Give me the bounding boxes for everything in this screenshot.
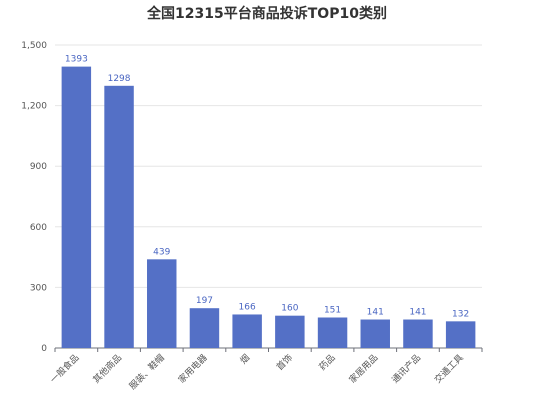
- x-tick-label: 其他商品: [90, 352, 124, 386]
- bar: [189, 308, 220, 348]
- data-label: 439: [153, 247, 170, 257]
- y-tick-label: 300: [30, 283, 47, 293]
- data-label: 166: [239, 302, 256, 312]
- x-tick-label: 首饰: [274, 352, 295, 373]
- data-label: 151: [324, 305, 341, 315]
- x-tick-label: 药品: [317, 352, 338, 373]
- bar: [232, 314, 262, 348]
- bars: [61, 66, 476, 348]
- data-label: 141: [367, 308, 384, 318]
- data-labels: 1393 1298 439 197 166 160 151 141 141 132: [65, 55, 469, 320]
- data-label: 1298: [108, 74, 131, 84]
- data-label: 141: [409, 308, 426, 318]
- data-label: 1393: [65, 55, 88, 65]
- bar: [104, 85, 134, 348]
- axes: [54, 347, 483, 352]
- x-tick-label: 通讯产品: [389, 352, 423, 386]
- data-label: 132: [452, 309, 469, 319]
- bar: [61, 66, 92, 348]
- data-label: 160: [281, 304, 298, 314]
- bar: [275, 315, 305, 348]
- bar: [403, 319, 433, 348]
- x-tick-label: 家用电器: [176, 352, 210, 386]
- x-axis-ticks: 一般食品 其他商品 服装、鞋帽 家用电器 烟 首饰 药品 家居用品 通讯产品 交通工具: [48, 352, 466, 392]
- x-tick-label: 交通工具: [432, 352, 466, 386]
- data-label: 197: [196, 296, 213, 306]
- y-axis-ticks: 0 300 600 900 1,200 1,500: [21, 41, 47, 354]
- y-tick-label: 1,500: [21, 41, 47, 51]
- bar: [317, 317, 348, 348]
- y-tick-label: 1,200: [21, 102, 47, 112]
- x-tick-label: 服装、鞋帽: [127, 352, 167, 392]
- x-tick-label: 烟: [237, 352, 252, 367]
- bar: [445, 321, 476, 348]
- x-tick-label: 家居用品: [346, 352, 380, 386]
- y-tick-label: 900: [30, 162, 47, 172]
- y-tick-label: 0: [41, 344, 47, 354]
- bar: [147, 259, 177, 348]
- bar: [360, 319, 390, 348]
- chart-title: 全国12315平台商品投诉TOP10类别: [146, 5, 387, 22]
- y-tick-label: 600: [30, 223, 47, 233]
- x-tick-label: 一般食品: [48, 352, 82, 386]
